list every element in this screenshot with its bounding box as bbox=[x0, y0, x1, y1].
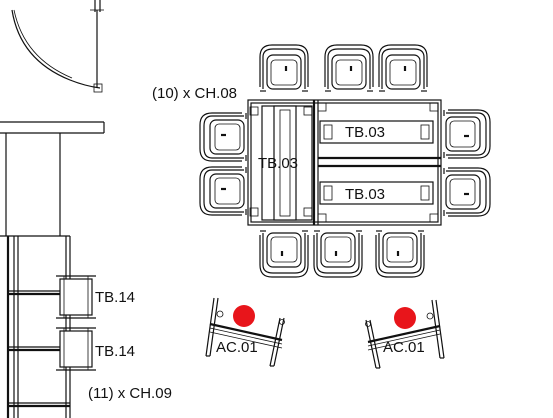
chair-icon bbox=[198, 111, 248, 163]
chair-icon bbox=[258, 229, 310, 279]
armchair-left bbox=[204, 296, 286, 368]
chair-icon bbox=[377, 43, 429, 93]
armchair-right bbox=[364, 298, 446, 370]
armchair-label: AC.01 bbox=[216, 339, 258, 356]
red-marker-icon bbox=[233, 305, 255, 327]
table-label: TB.03 bbox=[258, 155, 298, 172]
chair-icon bbox=[442, 166, 492, 218]
wall-and-stair bbox=[0, 0, 105, 236]
chair-count-label: (11) x CH.09 bbox=[88, 385, 172, 402]
armchair-label: AC.01 bbox=[383, 339, 425, 356]
chair-icon bbox=[198, 165, 248, 217]
table-label: TB.14 bbox=[95, 343, 135, 360]
table-label: TB.03 bbox=[345, 124, 385, 141]
chair-icon bbox=[323, 43, 375, 93]
chair-icon bbox=[374, 229, 426, 279]
chair-icon bbox=[258, 43, 310, 93]
chair-count-label: (10) x CH.08 bbox=[152, 85, 237, 102]
small-table-2 bbox=[56, 327, 96, 371]
chair-icon bbox=[442, 108, 492, 160]
main-table bbox=[247, 99, 442, 226]
table-label: TB.14 bbox=[95, 289, 135, 306]
small-table-1 bbox=[56, 275, 96, 319]
chair-icon bbox=[312, 229, 364, 279]
shelving-grid bbox=[0, 235, 71, 418]
chairs-ch08 bbox=[198, 43, 492, 279]
red-marker-icon bbox=[394, 307, 416, 329]
table-label: TB.03 bbox=[345, 186, 385, 203]
